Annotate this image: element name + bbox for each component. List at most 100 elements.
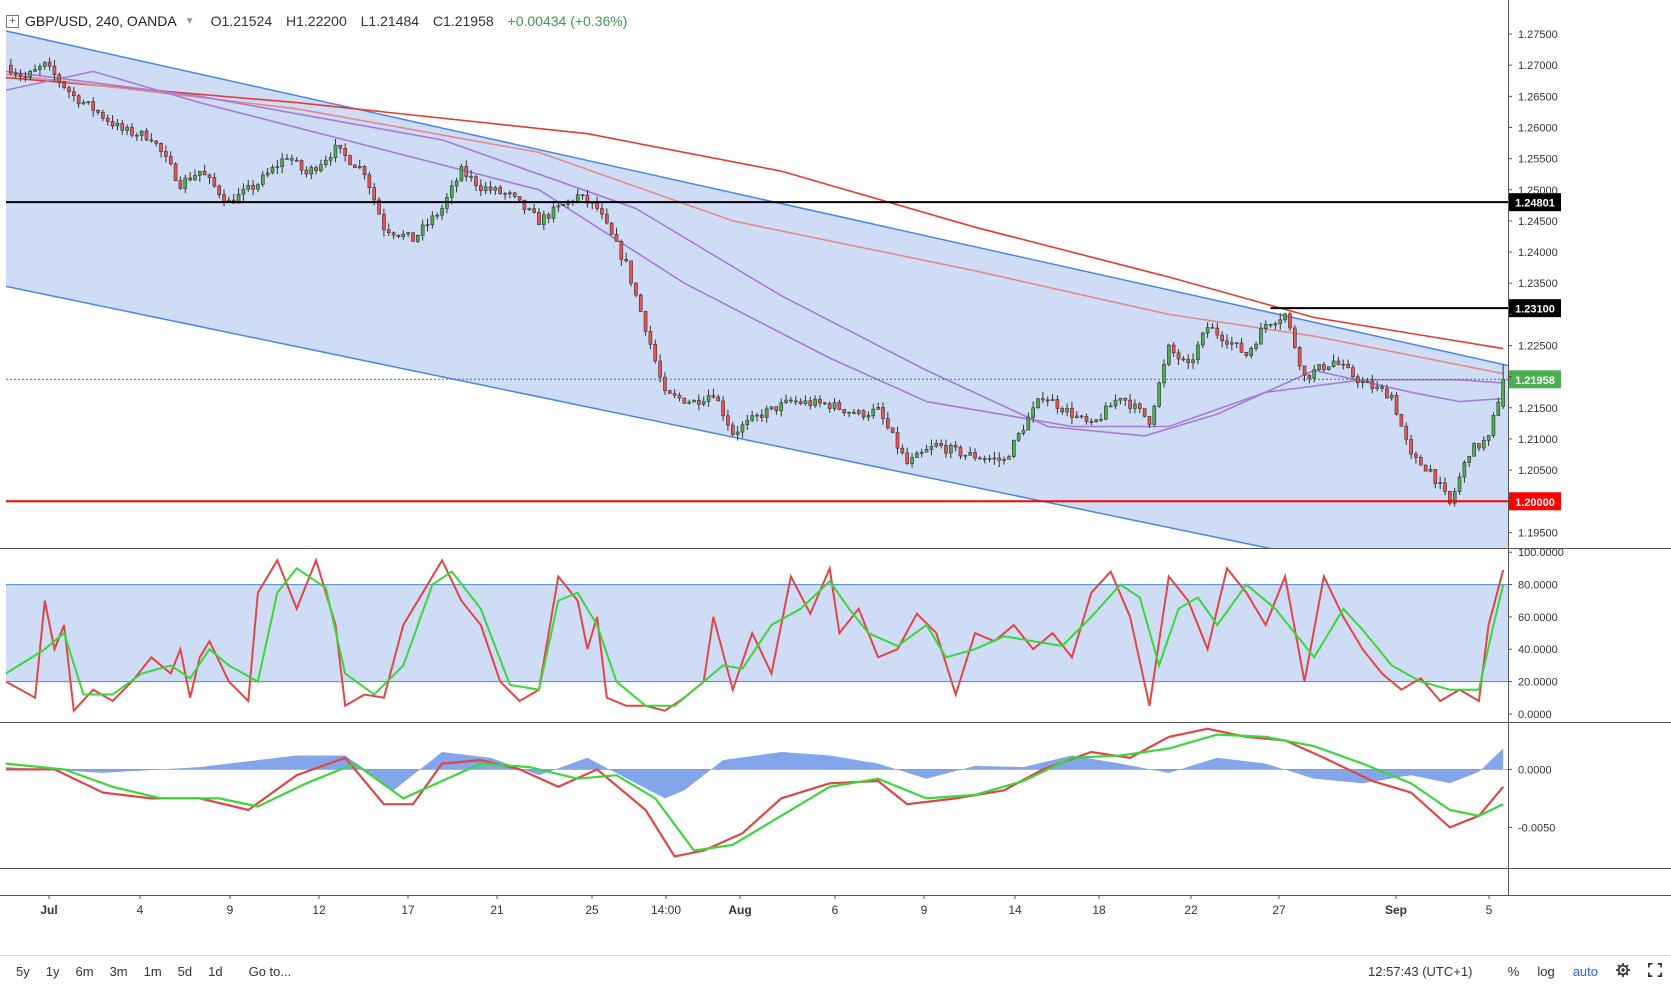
candle-body bbox=[1036, 398, 1040, 409]
candle-body bbox=[1181, 358, 1186, 361]
timeframe-1d[interactable]: 1d bbox=[208, 964, 223, 979]
candle-body bbox=[411, 232, 415, 242]
candle-body bbox=[459, 166, 464, 182]
candle-body bbox=[798, 401, 803, 404]
chevron-down-icon[interactable]: ▼ bbox=[184, 15, 195, 27]
candle-body bbox=[1171, 344, 1176, 354]
channel-upper-line bbox=[6, 30, 1508, 367]
candle-body bbox=[1409, 439, 1413, 455]
candle-body bbox=[517, 196, 522, 201]
candle-body bbox=[193, 175, 197, 181]
candle-body bbox=[1021, 429, 1026, 434]
trend-channel bbox=[6, 30, 1508, 548]
log-toggle[interactable]: log bbox=[1537, 964, 1555, 979]
candle-body bbox=[1481, 440, 1486, 449]
timeframe-1m[interactable]: 1m bbox=[143, 964, 162, 979]
candle-body bbox=[726, 415, 730, 426]
candle-body bbox=[120, 123, 125, 131]
time-tick-label: 17 bbox=[401, 903, 415, 917]
fullscreen-icon[interactable] bbox=[1639, 963, 1671, 980]
candle-body bbox=[1123, 397, 1128, 401]
symbol-label[interactable]: GBP/USD, 240, OANDA bbox=[25, 13, 177, 29]
macd-line bbox=[5, 733, 1504, 852]
candle-body bbox=[1428, 469, 1433, 472]
candle-body bbox=[648, 331, 653, 345]
candle-body bbox=[803, 400, 808, 404]
candle-body bbox=[396, 234, 401, 237]
candle-body bbox=[241, 188, 246, 195]
low-value: L1.21484 bbox=[360, 13, 420, 29]
candle-body bbox=[251, 184, 255, 190]
auto-toggle[interactable]: auto bbox=[1572, 964, 1598, 979]
stoch-tick-label: 20.0000 bbox=[1518, 677, 1558, 689]
candle-body bbox=[430, 215, 435, 225]
time-tick-label: 5 bbox=[1486, 903, 1493, 917]
candle-body bbox=[1244, 352, 1249, 357]
timeframe-1y[interactable]: 1y bbox=[45, 964, 60, 979]
candle-body bbox=[774, 406, 779, 412]
candle-body bbox=[13, 72, 18, 75]
timeframe-3m[interactable]: 3m bbox=[109, 964, 128, 979]
candle-body bbox=[900, 447, 905, 454]
candle-body bbox=[135, 134, 139, 137]
percent-toggle[interactable]: % bbox=[1507, 964, 1520, 979]
candle-body bbox=[1157, 382, 1161, 407]
candle-body bbox=[575, 194, 580, 202]
candle-body bbox=[270, 166, 275, 174]
candle-body bbox=[217, 185, 221, 195]
plus-icon[interactable]: + bbox=[6, 14, 19, 28]
candle-body bbox=[1288, 313, 1292, 329]
candle-body bbox=[556, 205, 561, 208]
candle-body bbox=[1147, 416, 1152, 425]
candle-body bbox=[1007, 456, 1011, 460]
candle-body bbox=[1418, 457, 1423, 466]
candle-body bbox=[328, 157, 333, 161]
candle-body bbox=[1331, 360, 1336, 367]
candle-body bbox=[469, 176, 473, 178]
candle-body bbox=[600, 208, 604, 215]
macd-histogram bbox=[6, 748, 1504, 799]
candle-body bbox=[1210, 327, 1215, 329]
timeframe-5y[interactable]: 5y bbox=[16, 964, 30, 979]
candle-body bbox=[1128, 399, 1132, 409]
candle-body bbox=[808, 400, 813, 406]
candle-body bbox=[449, 185, 454, 198]
candle-body bbox=[488, 186, 493, 191]
candle-body bbox=[958, 446, 963, 457]
candle-body bbox=[1065, 407, 1069, 413]
candle-body bbox=[745, 419, 750, 426]
stoch-tick-label: 0.0000 bbox=[1518, 709, 1552, 721]
time-readout: 12:57:43 (UTC+1) bbox=[1368, 964, 1473, 979]
gear-icon[interactable] bbox=[1607, 963, 1639, 980]
candle-body bbox=[406, 232, 410, 235]
candle-body bbox=[309, 167, 314, 175]
candle-body bbox=[386, 229, 391, 234]
candle-body bbox=[735, 431, 740, 435]
goto-button[interactable]: Go to... bbox=[248, 964, 292, 979]
time-tick-label: 25 bbox=[585, 903, 599, 917]
candle-body bbox=[319, 164, 323, 171]
candle-body bbox=[1225, 340, 1229, 345]
candle-body bbox=[580, 194, 585, 197]
candle-body bbox=[876, 406, 880, 410]
candle-body bbox=[1293, 327, 1297, 348]
timeframe-5d[interactable]: 5d bbox=[177, 964, 193, 979]
candle-body bbox=[1448, 491, 1452, 504]
candle-body bbox=[934, 443, 939, 447]
candle-body bbox=[139, 130, 144, 136]
candle-body bbox=[818, 398, 822, 404]
chart-canvas[interactable]: 1.24801 1.23100 1.20000 1.21958 1.27500 1.270… bbox=[0, 0, 1671, 955]
candle-body bbox=[890, 427, 895, 433]
candle-body bbox=[1438, 482, 1442, 484]
timeframe-6m[interactable]: 6m bbox=[75, 964, 94, 979]
candle-body bbox=[1268, 323, 1273, 326]
candle-body bbox=[1501, 378, 1505, 407]
candle-body bbox=[440, 208, 444, 216]
time-tick-label: 9 bbox=[921, 903, 928, 917]
candle-body bbox=[924, 449, 929, 453]
candle-body bbox=[842, 409, 847, 414]
candle-body bbox=[721, 400, 725, 417]
candle-body bbox=[939, 443, 943, 446]
candle-body bbox=[813, 398, 817, 406]
